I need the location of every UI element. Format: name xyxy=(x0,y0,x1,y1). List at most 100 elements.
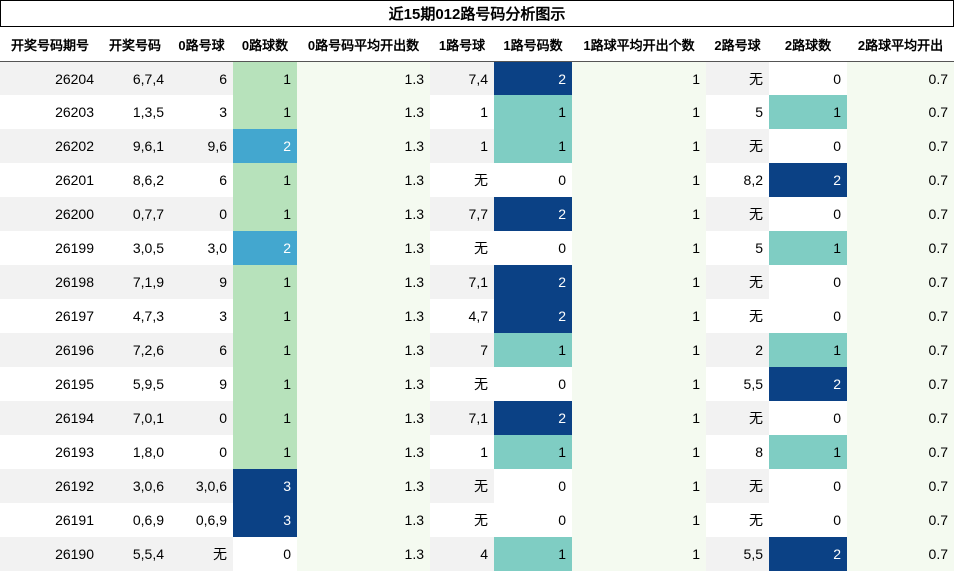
road-analysis-table: 开奖号码期号 开奖号码 0路号球 0路球数 0路号码平均开出数 1路号球 1路号… xyxy=(0,27,954,571)
cell-road0-average: 1.3 xyxy=(297,231,430,265)
cell-road0-count: 2 xyxy=(233,231,297,265)
cell-issue: 26204 xyxy=(0,62,100,96)
cell-draw-number: 1,3,5 xyxy=(100,95,170,129)
cell-draw-number: 5,5,4 xyxy=(100,537,170,571)
cell-road2-average: 0.7 xyxy=(847,231,954,265)
cell-draw-number: 3,0,6 xyxy=(100,469,170,503)
cell-issue: 26196 xyxy=(0,333,100,367)
cell-road2-balls: 5,5 xyxy=(706,367,769,401)
cell-road2-balls: 5,5 xyxy=(706,537,769,571)
cell-road0-count: 1 xyxy=(233,95,297,129)
cell-issue: 26200 xyxy=(0,197,100,231)
cell-road1-balls: 4,7 xyxy=(430,299,494,333)
cell-road2-count: 1 xyxy=(769,231,847,265)
cell-road0-average: 1.3 xyxy=(297,129,430,163)
cell-road1-average: 1 xyxy=(572,503,706,537)
cell-road2-count: 1 xyxy=(769,333,847,367)
cell-road1-count: 0 xyxy=(494,231,572,265)
cell-road0-count: 1 xyxy=(233,197,297,231)
cell-road2-count: 0 xyxy=(769,503,847,537)
cell-road0-average: 1.3 xyxy=(297,62,430,96)
cell-road2-average: 0.7 xyxy=(847,401,954,435)
cell-road0-average: 1.3 xyxy=(297,537,430,571)
cell-issue: 26195 xyxy=(0,367,100,401)
cell-road1-count: 1 xyxy=(494,333,572,367)
cell-road1-count: 2 xyxy=(494,401,572,435)
cell-road1-balls: 无 xyxy=(430,469,494,503)
cell-road0-count: 1 xyxy=(233,299,297,333)
header-road0-average: 0路号码平均开出数 xyxy=(297,27,430,62)
cell-road2-balls: 8,2 xyxy=(706,163,769,197)
header-road0-balls: 0路号球 xyxy=(170,27,233,62)
cell-road0-average: 1.3 xyxy=(297,299,430,333)
cell-road1-count: 2 xyxy=(494,299,572,333)
cell-road1-average: 1 xyxy=(572,333,706,367)
cell-road1-average: 1 xyxy=(572,265,706,299)
cell-road1-count: 0 xyxy=(494,469,572,503)
cell-road0-count: 2 xyxy=(233,129,297,163)
cell-road2-balls: 无 xyxy=(706,197,769,231)
cell-road0-balls: 3,0,6 xyxy=(170,469,233,503)
header-row: 开奖号码期号 开奖号码 0路号球 0路球数 0路号码平均开出数 1路号球 1路号… xyxy=(0,27,954,62)
cell-road1-balls: 7 xyxy=(430,333,494,367)
cell-road2-count: 2 xyxy=(769,537,847,571)
cell-road1-average: 1 xyxy=(572,231,706,265)
cell-road2-balls: 无 xyxy=(706,401,769,435)
cell-road2-count: 0 xyxy=(769,299,847,333)
header-road2-count: 2路球数 xyxy=(769,27,847,62)
cell-road1-balls: 无 xyxy=(430,231,494,265)
cell-issue: 26190 xyxy=(0,537,100,571)
cell-road2-average: 0.7 xyxy=(847,62,954,96)
cell-road0-balls: 3 xyxy=(170,95,233,129)
cell-road0-count: 1 xyxy=(233,163,297,197)
cell-road1-balls: 无 xyxy=(430,503,494,537)
cell-road1-average: 1 xyxy=(572,163,706,197)
cell-road1-average: 1 xyxy=(572,62,706,96)
cell-road2-balls: 无 xyxy=(706,265,769,299)
cell-road2-average: 0.7 xyxy=(847,95,954,129)
cell-draw-number: 0,7,7 xyxy=(100,197,170,231)
cell-road2-balls: 无 xyxy=(706,503,769,537)
cell-road1-balls: 4 xyxy=(430,537,494,571)
cell-road2-average: 0.7 xyxy=(847,163,954,197)
cell-road1-count: 1 xyxy=(494,435,572,469)
cell-road0-average: 1.3 xyxy=(297,163,430,197)
header-road2-balls: 2路号球 xyxy=(706,27,769,62)
cell-road1-count: 0 xyxy=(494,503,572,537)
cell-road2-average: 0.7 xyxy=(847,333,954,367)
cell-road2-count: 2 xyxy=(769,367,847,401)
cell-road1-balls: 1 xyxy=(430,129,494,163)
cell-road1-balls: 7,4 xyxy=(430,62,494,96)
cell-road0-balls: 0,6,9 xyxy=(170,503,233,537)
cell-road2-count: 2 xyxy=(769,163,847,197)
cell-road2-average: 0.7 xyxy=(847,299,954,333)
cell-road0-average: 1.3 xyxy=(297,95,430,129)
cell-road1-balls: 7,1 xyxy=(430,401,494,435)
cell-road0-count: 1 xyxy=(233,333,297,367)
cell-road2-count: 1 xyxy=(769,435,847,469)
cell-road0-balls: 0 xyxy=(170,435,233,469)
cell-road1-balls: 无 xyxy=(430,163,494,197)
cell-road1-average: 1 xyxy=(572,469,706,503)
cell-road2-average: 0.7 xyxy=(847,265,954,299)
header-road1-balls: 1路号球 xyxy=(430,27,494,62)
cell-road1-average: 1 xyxy=(572,299,706,333)
cell-road1-count: 1 xyxy=(494,95,572,129)
cell-draw-number: 0,6,9 xyxy=(100,503,170,537)
header-road1-average: 1路球平均开出个数 xyxy=(572,27,706,62)
header-road1-count: 1路号码数 xyxy=(494,27,572,62)
cell-road0-count: 0 xyxy=(233,537,297,571)
